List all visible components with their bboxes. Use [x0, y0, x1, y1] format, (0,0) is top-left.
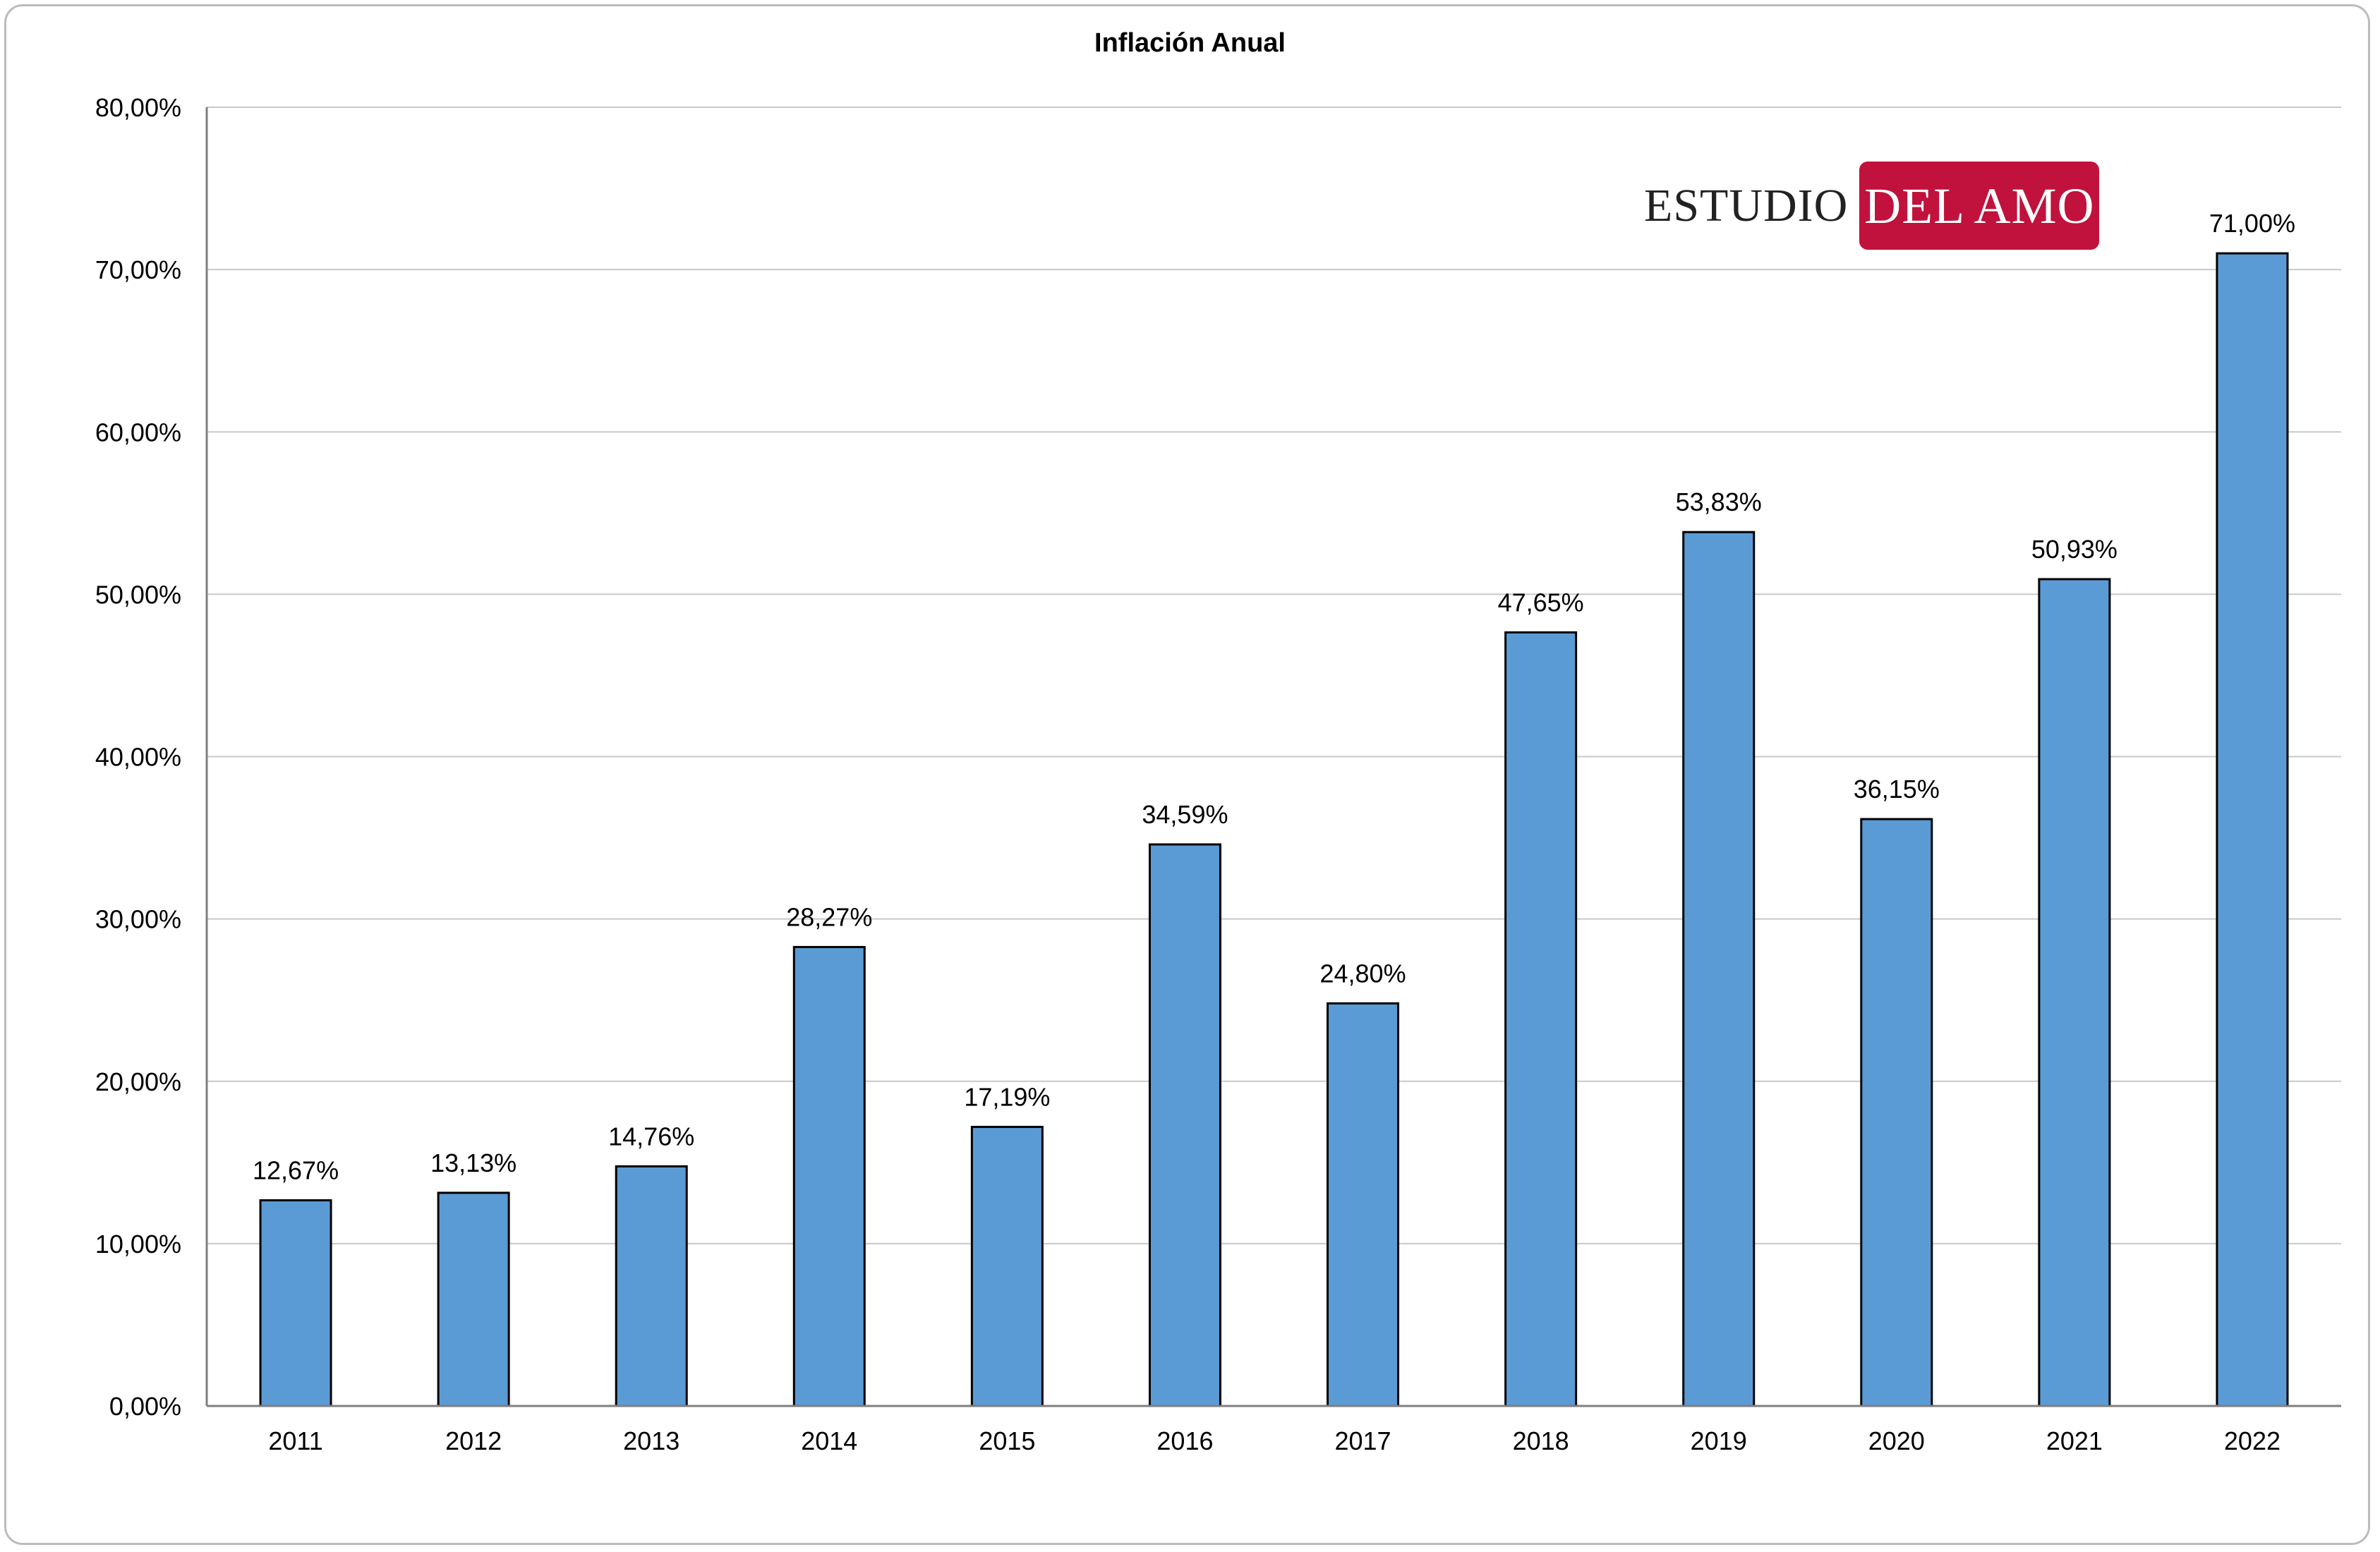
gridlines	[207, 107, 2341, 1244]
y-tick-label: 50,00%	[95, 580, 181, 609]
x-tick-label-2022: 2022	[2224, 1426, 2281, 1455]
data-label-2021: 50,93%	[2031, 535, 2118, 564]
bar-2013	[615, 1165, 688, 1407]
data-label-2015: 17,19%	[964, 1082, 1050, 1111]
x-tick-label-2018: 2018	[1513, 1426, 1569, 1455]
x-tick-label-2011: 2011	[268, 1426, 322, 1455]
y-tick-label: 0,00%	[109, 1392, 181, 1421]
data-label-2013: 14,76%	[608, 1122, 694, 1151]
bar-2019	[1682, 531, 1756, 1407]
bar-2017	[1327, 1002, 1400, 1407]
bar-2022	[2216, 252, 2289, 1407]
bar-2011	[259, 1199, 332, 1407]
bar-2014	[792, 945, 866, 1407]
data-label-2020: 36,15%	[1854, 775, 1940, 804]
x-tick-label-2015: 2015	[979, 1426, 1035, 1455]
x-tick-label-2017: 2017	[1334, 1426, 1391, 1455]
data-label-2014: 28,27%	[786, 902, 872, 931]
data-label-2019: 53,83%	[1676, 487, 1762, 516]
data-label-2012: 13,13%	[430, 1148, 517, 1177]
y-tick-label: 80,00%	[95, 93, 181, 122]
labels: 0,00% 10,00% 20,00% 30,00% 40,00% 50,00% 60,00…	[95, 93, 2295, 1455]
data-label-2011: 12,67%	[253, 1156, 339, 1184]
data-label-2022: 71,00%	[2209, 209, 2295, 238]
bar-2018	[1504, 631, 1578, 1407]
x-tick-label-2013: 2013	[623, 1426, 679, 1455]
x-tick-label-2014: 2014	[801, 1426, 857, 1455]
y-tick-label: 40,00%	[95, 743, 181, 772]
data-label-2016: 34,59%	[1142, 800, 1228, 829]
axes	[205, 107, 2341, 1407]
brand-logo: ESTUDIO DEL AMO	[1644, 162, 2100, 250]
bar-2015	[970, 1125, 1044, 1407]
logo-text-del-amo: DEL AMO	[1859, 162, 2100, 250]
y-tick-label: 10,00%	[95, 1230, 181, 1259]
x-tick-label-2021: 2021	[2046, 1426, 2103, 1455]
y-tick-label: 70,00%	[95, 255, 181, 284]
y-tick-label: 60,00%	[95, 418, 181, 447]
bar-2016	[1148, 843, 1221, 1407]
bar-2021	[2038, 578, 2111, 1407]
y-tick-label: 30,00%	[95, 905, 181, 934]
x-tick-label-2012: 2012	[445, 1426, 502, 1455]
x-tick-label-2019: 2019	[1691, 1426, 1747, 1455]
x-tick-label-2016: 2016	[1156, 1426, 1213, 1455]
logo-text-estudio: ESTUDIO	[1644, 179, 1849, 231]
bar-2012	[437, 1192, 510, 1407]
bars	[259, 252, 2289, 1407]
chart-title: Inflación Anual	[1094, 28, 1286, 58]
data-label-2018: 47,65%	[1498, 588, 1584, 617]
y-tick-label: 20,00%	[95, 1067, 181, 1096]
x-tick-label-2020: 2020	[1868, 1426, 1925, 1455]
bar-2020	[1860, 818, 1933, 1407]
data-label-2017: 24,80%	[1319, 959, 1406, 988]
